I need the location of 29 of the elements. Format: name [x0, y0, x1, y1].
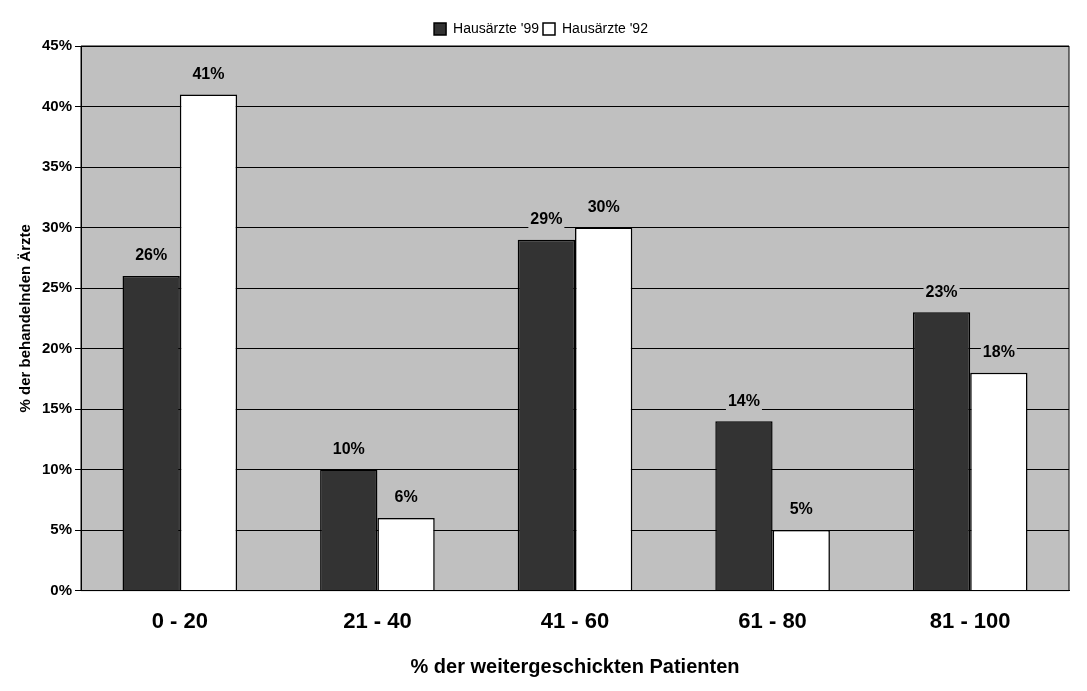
- data-label: 41%: [192, 64, 225, 82]
- data-label: 5%: [789, 500, 813, 518]
- y-axis-title: % der behandelnden Ärzte: [16, 224, 34, 413]
- y-tick-label: 35%: [41, 157, 73, 175]
- data-label: 23%: [925, 282, 958, 300]
- y-tick-label: 0%: [50, 580, 73, 598]
- data-label: 26%: [135, 246, 168, 264]
- data-label: 10%: [332, 439, 365, 457]
- y-tick-label: 40%: [41, 96, 73, 114]
- data-label: 30%: [587, 197, 620, 215]
- x-axis-title: % der weitergeschickten Patienten: [410, 654, 740, 677]
- x-tick-label: 0 - 20: [151, 607, 208, 633]
- data-label: 18%: [982, 343, 1015, 361]
- x-tick-label: 21 - 40: [343, 607, 412, 633]
- y-tick-label: 45%: [41, 36, 73, 54]
- x-tick-label: 41 - 60: [540, 607, 610, 633]
- x-tick-label: 81 - 100: [929, 607, 1011, 633]
- y-tick-label: 10%: [41, 459, 73, 477]
- data-label: 29%: [530, 210, 563, 228]
- y-tick-label: 30%: [41, 217, 73, 235]
- y-tick-label: 25%: [41, 278, 73, 296]
- y-tick-label: 5%: [50, 520, 73, 538]
- data-label: 6%: [394, 488, 418, 506]
- legend-label: Hausärzte '92: [562, 19, 649, 36]
- y-tick-label: 20%: [41, 338, 73, 356]
- legend-label: Hausärzte '99: [453, 19, 540, 36]
- data-label: 14%: [727, 391, 760, 409]
- y-tick-label: 15%: [41, 399, 73, 417]
- x-tick-label: 61 - 80: [738, 607, 807, 633]
